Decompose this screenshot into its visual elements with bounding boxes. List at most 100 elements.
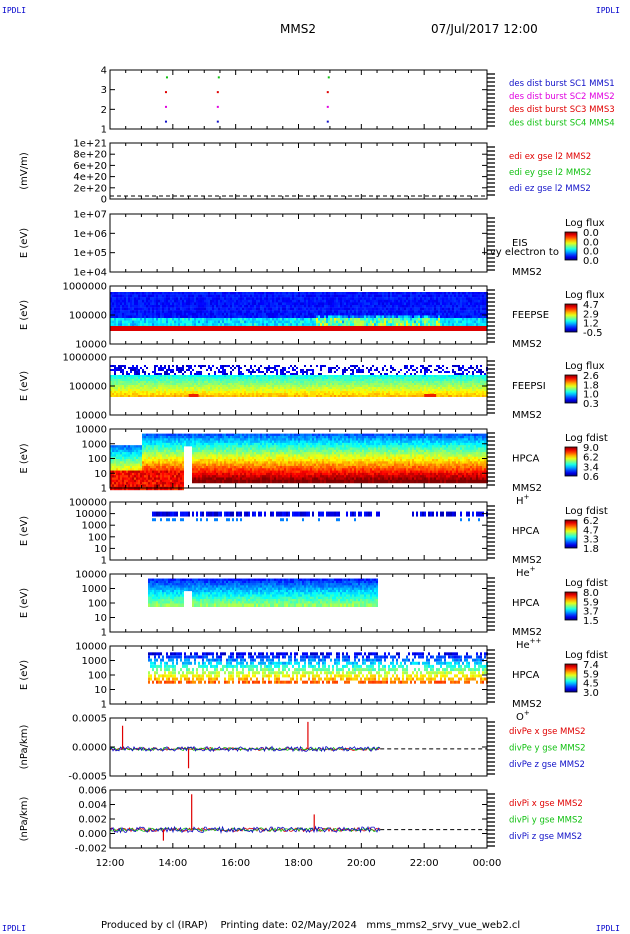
feepsi-cell (126, 387, 128, 389)
feepsi-cell (348, 383, 350, 385)
feepse-cell (474, 310, 476, 313)
feepse-cell (136, 302, 138, 306)
feepse-cell (466, 307, 468, 311)
feepse-cell (284, 323, 286, 326)
feepsi-cell (310, 393, 312, 395)
feepsi-cell (272, 381, 274, 383)
panel-frame (109, 69, 488, 130)
y-tick-label: 1e+04 (73, 268, 107, 279)
feepse-cell (166, 294, 168, 298)
feepsi-cell (152, 383, 154, 385)
feepse-cell (196, 310, 198, 313)
feepsi-cell (328, 385, 330, 387)
feepse-cell (136, 292, 138, 295)
feepsi-cell (144, 383, 146, 385)
feepsi-cell (358, 369, 360, 371)
feepse-cell (344, 294, 346, 298)
feepse-cell (272, 315, 274, 319)
feepse-cell (274, 297, 276, 300)
feepse-cell (220, 307, 222, 311)
feepsi-cell (270, 385, 272, 387)
feepsi-cell (238, 371, 240, 373)
feepse-cell (210, 292, 212, 295)
feepse-cell (372, 323, 374, 326)
feepse-cell (422, 315, 424, 319)
feepse-cell (394, 302, 396, 306)
feepse-cell (480, 297, 482, 300)
feepsi-cell (332, 367, 334, 369)
feepse-cell (448, 307, 450, 311)
feepse-cell (198, 299, 200, 303)
feepse-cell (172, 292, 174, 295)
feepse-cell (274, 302, 276, 306)
feepse-cell (356, 323, 358, 326)
feepsi-cell (410, 377, 412, 379)
feepsi-cell (134, 387, 136, 389)
feepsi-cell (262, 391, 264, 393)
feepse-cell (462, 323, 464, 326)
feepsi-cell (214, 373, 216, 375)
feepse-cell (332, 315, 334, 319)
feepse-cell (340, 297, 342, 300)
feepse-cell (130, 320, 132, 324)
feepse-cell (358, 292, 360, 295)
feepse-cell (198, 315, 200, 319)
feepsi-cell (146, 381, 148, 383)
feepsi-cell (196, 389, 198, 391)
feepse-cell (370, 297, 372, 300)
feepse-cell (316, 294, 318, 298)
feepsi-cell (356, 393, 358, 395)
feepsi-cell (220, 393, 222, 395)
feepse-cell (174, 318, 176, 321)
feepsi-cell (306, 385, 308, 387)
feepsi-cell (266, 391, 268, 393)
feepse-cell (480, 320, 482, 324)
feepsi-cell (236, 375, 238, 377)
feepse-cell (262, 297, 264, 300)
feepsi-cell (280, 373, 282, 375)
feepsi-cell (358, 383, 360, 385)
y-tick-label: 1e+21 (73, 139, 107, 150)
feepsi-cell (116, 395, 118, 397)
feepse-cell (310, 297, 312, 300)
feepsi-cell (178, 375, 180, 377)
feepse-cell (218, 318, 220, 321)
feepsi-cell (174, 383, 176, 385)
feepse-cell (306, 292, 308, 295)
feepsi-cell (340, 377, 342, 379)
feepse-cell (114, 294, 116, 298)
feepsi-cell (238, 385, 240, 387)
feepse-cell (408, 320, 410, 324)
feepse-cell (244, 299, 246, 303)
feepse-cell (302, 310, 304, 313)
feepse-cell (374, 305, 376, 308)
feepse-cell (128, 307, 130, 311)
feepsi-cell (182, 389, 184, 391)
feepsi-cell (306, 371, 308, 373)
feepsi-cell (378, 371, 380, 373)
feepsi-cell (180, 371, 182, 373)
feepse-cell (362, 318, 364, 321)
feepsi-cell (360, 383, 362, 385)
feepse-cell (334, 307, 336, 311)
feepsi-cell (396, 389, 398, 391)
feepsi-cell (330, 391, 332, 393)
feepsi-cell (292, 367, 294, 369)
feepsi-cell (290, 377, 292, 379)
feepse-cell (306, 299, 308, 303)
feepsi-cell (148, 377, 150, 379)
feepse-cell (122, 312, 124, 316)
feepse-cell (118, 292, 120, 295)
feepse-cell (320, 318, 322, 321)
feepse-cell (272, 292, 274, 295)
feepsi-cell (328, 381, 330, 383)
feepsi-cell (140, 395, 142, 397)
feepse-cell (124, 305, 126, 308)
feepsi-cell (172, 379, 174, 381)
feepse-cell (180, 302, 182, 306)
feepse-cell (470, 307, 472, 311)
feepse-cell (262, 292, 264, 295)
feepse-cell (386, 318, 388, 321)
feepsi-cell (308, 387, 310, 389)
feepsi-cell (402, 379, 404, 381)
